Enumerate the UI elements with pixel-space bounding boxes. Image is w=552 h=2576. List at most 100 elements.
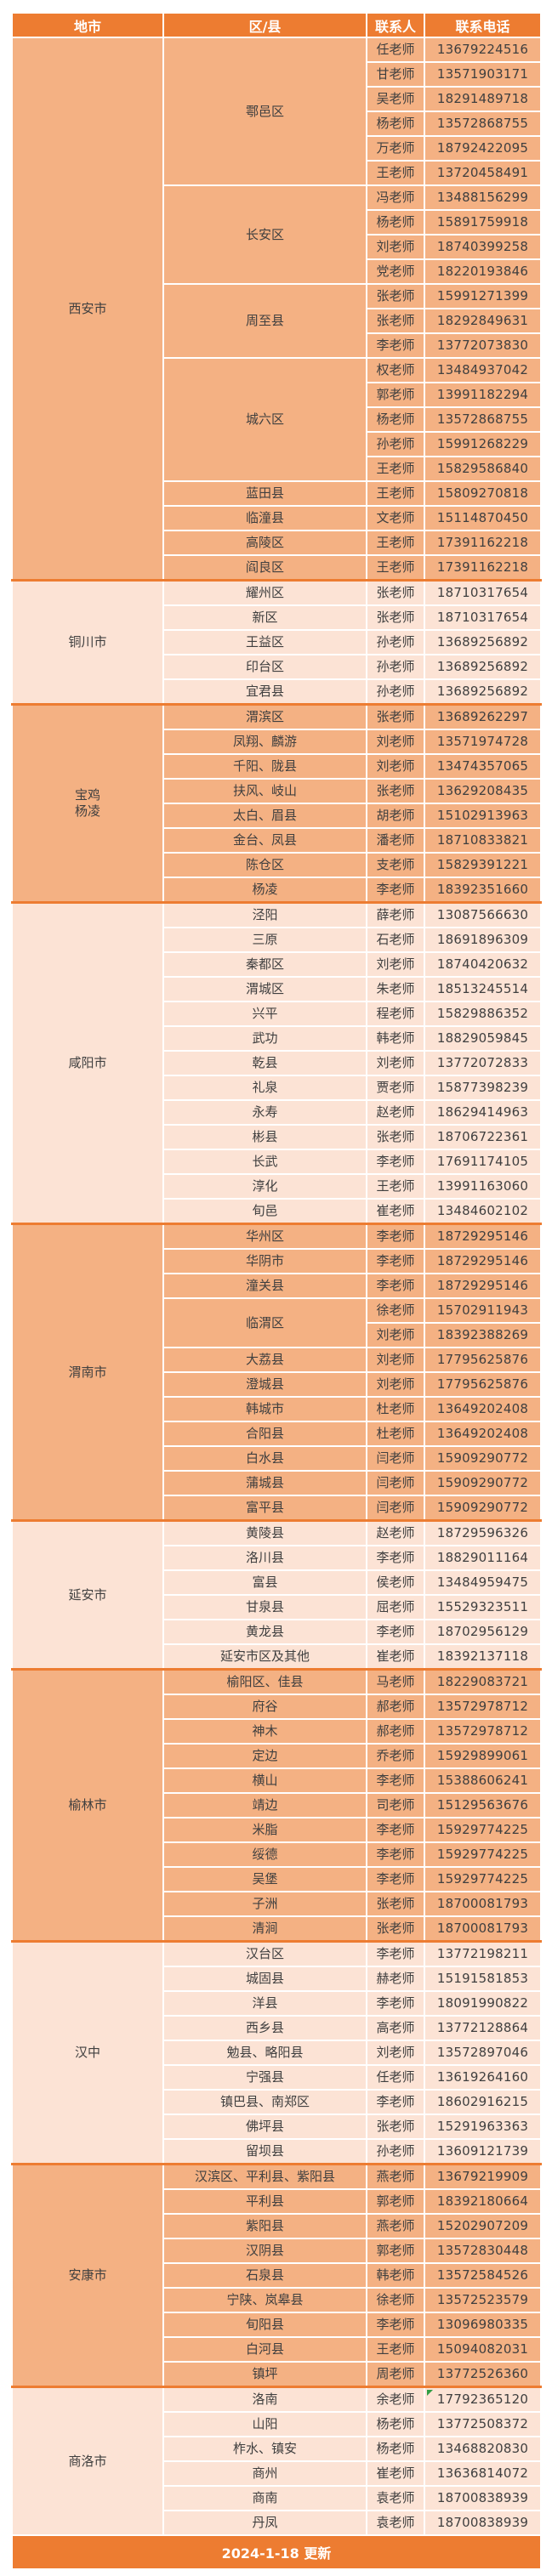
contact-name-cell: 孙老师 bbox=[366, 678, 425, 706]
table-row: 神木 郝老师 13572978712 bbox=[12, 1718, 542, 1745]
city-cell: 榆林市 bbox=[11, 1668, 164, 1943]
phone-cell: 13772073830 bbox=[424, 332, 542, 359]
phone-cell: 13679224516 bbox=[424, 37, 542, 63]
contact-name-cell: 刘老师 bbox=[366, 1347, 425, 1373]
phone-cell: 18091990822 bbox=[424, 1990, 542, 2017]
header-cell-phone: 联系电话 bbox=[424, 12, 542, 38]
district-cell: 富平县 bbox=[162, 1495, 367, 1522]
table-row: 洛川县 李老师 18829011164 bbox=[12, 1545, 542, 1571]
table-row: 刘老师 18740399258 bbox=[12, 234, 542, 260]
contact-name-cell: 韩老师 bbox=[366, 2262, 425, 2289]
district-cell: 武功 bbox=[162, 1025, 367, 1052]
district-cell: 扶风、岐山 bbox=[162, 778, 367, 804]
contact-name-cell: 孙老师 bbox=[366, 629, 425, 655]
contact-name-cell: 吴老师 bbox=[366, 86, 425, 112]
contact-name-cell: 余老师 bbox=[366, 2386, 425, 2413]
table-row: 三原 石老师 18691896309 bbox=[12, 927, 542, 953]
table-row: 汉中 汉台区 李老师 13772198211 bbox=[11, 1940, 542, 2165]
table-row: 留坝县 孙老师 13609121739 bbox=[12, 2138, 542, 2165]
phone-cell: 13572868755 bbox=[424, 111, 542, 137]
table-row: 韩城市 杜老师 13649202408 bbox=[12, 1396, 542, 1422]
district-cell: 汉滨区、平利县、紫阳县 bbox=[162, 2163, 367, 2190]
phone-cell: 18829059845 bbox=[424, 1025, 542, 1052]
phone-cell: 15202907209 bbox=[424, 2213, 542, 2239]
phone-cell: 13689256892 bbox=[424, 654, 542, 680]
contact-name-cell: 侯老师 bbox=[366, 1569, 425, 1596]
contact-name-cell: 袁老师 bbox=[366, 2510, 425, 2536]
phone-cell: 13468820830 bbox=[424, 2436, 542, 2462]
contact-name-cell: 刘老师 bbox=[366, 1050, 425, 1076]
phone-cell: 13572868755 bbox=[424, 406, 542, 433]
contact-name-cell: 屈老师 bbox=[366, 1594, 425, 1620]
table-row: 印台区 孙老师 13689256892 bbox=[12, 654, 542, 680]
city-cell: 安康市 bbox=[11, 2163, 164, 2388]
contact-name-cell: 闫老师 bbox=[366, 1445, 425, 1472]
district-cell: 华州区 bbox=[162, 1223, 367, 1250]
phone-cell: 18710833821 bbox=[424, 827, 542, 854]
contact-name-cell: 王老师 bbox=[366, 554, 425, 582]
district-cell: 临潼县 bbox=[162, 505, 367, 531]
phone-cell: 15891759918 bbox=[424, 209, 542, 235]
district-cell: 澄城县 bbox=[162, 1371, 367, 1398]
table-row: 旬阳县 李老师 13096980335 bbox=[12, 2312, 542, 2338]
district-cell: 柞水、镇安 bbox=[162, 2436, 367, 2462]
contact-name-cell: 王老师 bbox=[366, 530, 425, 556]
table-row: 秦都区 刘老师 18740420632 bbox=[12, 951, 542, 978]
phone-cell: 18602916215 bbox=[424, 2089, 542, 2115]
contact-name-cell: 刘老师 bbox=[366, 2040, 425, 2066]
contact-name-cell: 燕老师 bbox=[366, 2213, 425, 2239]
table-row: 王益区 孙老师 13689256892 bbox=[12, 629, 542, 655]
contact-name-cell: 甘老师 bbox=[366, 61, 425, 88]
cell-error-indicator-icon bbox=[427, 2390, 433, 2396]
phone-cell: 15929899061 bbox=[424, 1743, 542, 1769]
contact-name-cell: 刘老师 bbox=[366, 951, 425, 978]
district-cell: 米脂 bbox=[162, 1817, 367, 1843]
table-row: 郭老师 13991182294 bbox=[12, 382, 542, 408]
table-row: 横山 李老师 15388606241 bbox=[12, 1767, 542, 1794]
district-cell: 周至县 bbox=[162, 283, 367, 359]
phone-cell: 18729295146 bbox=[424, 1248, 542, 1274]
phone-cell: 18729295146 bbox=[424, 1223, 542, 1250]
table-row: 彬县 张老师 18706722361 bbox=[12, 1124, 542, 1150]
phone-cell: 13619264160 bbox=[424, 2064, 542, 2091]
table-row: 党老师 18220193846 bbox=[12, 258, 542, 285]
phone-cell: 15877398239 bbox=[424, 1075, 542, 1101]
district-cell: 旬邑 bbox=[162, 1198, 367, 1225]
district-cell: 印台区 bbox=[162, 654, 367, 680]
table-row: 武功 韩老师 18829059845 bbox=[12, 1025, 542, 1052]
district-cell: 山阳 bbox=[162, 2411, 367, 2437]
table-row: 城六区 权老师 13484937042 bbox=[12, 357, 542, 482]
district-cell: 千阳、陇县 bbox=[162, 753, 367, 780]
district-cell: 渭城区 bbox=[162, 976, 367, 1002]
table-row: 富县 侯老师 13484959475 bbox=[12, 1569, 542, 1596]
contact-name-cell: 胡老师 bbox=[366, 803, 425, 829]
contact-name-cell: 郭老师 bbox=[366, 2238, 425, 2264]
table-row: 甘泉县 屈老师 15529323511 bbox=[12, 1594, 542, 1620]
contact-name-cell: 张老师 bbox=[366, 283, 425, 309]
contact-name-cell: 杜老师 bbox=[366, 1396, 425, 1422]
table-row: 蒲城县 闫老师 15909290772 bbox=[12, 1470, 542, 1496]
table-row: 澄城县 刘老师 17795625876 bbox=[12, 1371, 542, 1398]
contact-name-cell: 刘老师 bbox=[366, 1371, 425, 1398]
phone-cell: 13772508372 bbox=[424, 2411, 542, 2437]
table-row: 孙老师 15991268229 bbox=[12, 431, 542, 457]
table-row: 兴平 程老师 15829886352 bbox=[12, 1001, 542, 1027]
table-row: 勉县、略阳县 刘老师 13572897046 bbox=[12, 2040, 542, 2066]
city-cell: 延安市 bbox=[11, 1519, 164, 1671]
table-row: 安康市 汉滨区、平利县、紫阳县 燕老师 13679219909 bbox=[11, 2163, 542, 2388]
district-cell: 蒲城县 bbox=[162, 1470, 367, 1496]
contact-name-cell: 李老师 bbox=[366, 332, 425, 359]
table-row: 宁强县 任老师 13619264160 bbox=[12, 2064, 542, 2091]
table-row: 金台、凤县 潘老师 18710833821 bbox=[12, 827, 542, 854]
phone-cell: 15291963363 bbox=[424, 2114, 542, 2140]
contact-name-cell: 贾老师 bbox=[366, 1075, 425, 1101]
contact-name-cell: 王老师 bbox=[366, 160, 425, 186]
district-cell: 绥德 bbox=[162, 1841, 367, 1868]
table-row: 镇坪 周老师 13772526360 bbox=[12, 2361, 542, 2388]
table-row: 长安区 冯老师 13488156299 bbox=[12, 184, 542, 285]
table-row: 定边 乔老师 15929899061 bbox=[12, 1743, 542, 1769]
table-row: 万老师 18792422095 bbox=[12, 135, 542, 162]
contact-name-cell: 任老师 bbox=[366, 37, 425, 63]
phone-cell: 13772128864 bbox=[424, 2015, 542, 2041]
contact-table: 地市 区/县 联系人 联系电话 西安市 鄠邑区 任老师 13679224516 甘老师 1… bbox=[11, 12, 542, 2570]
